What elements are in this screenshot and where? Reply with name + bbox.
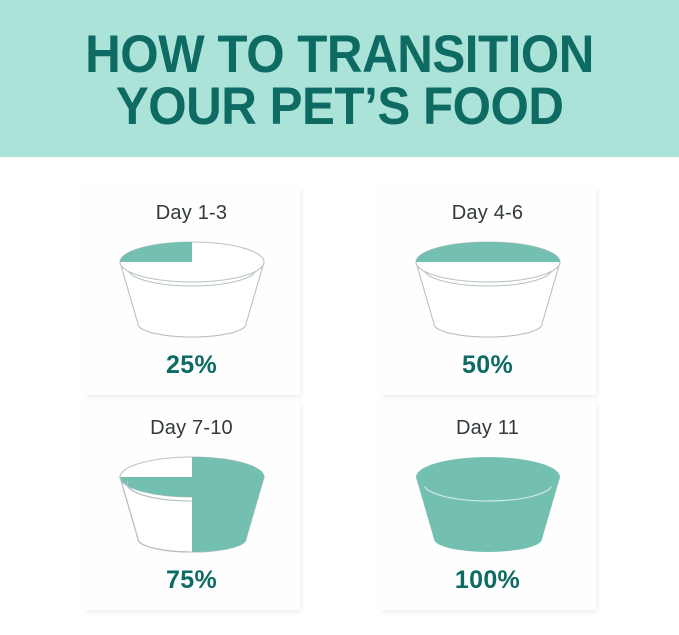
day-label: Day 7-10 <box>150 416 233 439</box>
transition-card-day-7-10: Day 7-10 <box>83 401 300 610</box>
transition-card-day-11: Day 11 100% <box>379 401 596 610</box>
bowl-illustration-50 <box>398 229 578 341</box>
day-label: Day 1-3 <box>155 201 228 224</box>
transition-card-day-1-3: Day 1-3 25% <box>83 186 300 395</box>
pet-food-bowl-50-icon <box>414 240 561 338</box>
transition-schedule-grid: Day 1-3 25% Day 4-6 <box>0 157 679 635</box>
bowl-illustration-100 <box>398 444 578 556</box>
page-title-line-1: HOW TO TRANSITION <box>85 24 594 84</box>
percent-label: 25% <box>166 350 217 379</box>
pet-food-bowl-100-icon <box>415 456 560 552</box>
bowl-illustration-25 <box>102 229 282 341</box>
percent-label: 75% <box>166 565 217 594</box>
pet-food-bowl-25-icon <box>118 240 265 338</box>
day-label: Day 4-6 <box>451 201 524 224</box>
bowl-illustration-75 <box>102 444 282 556</box>
percent-label: 50% <box>462 350 513 379</box>
header-banner: HOW TO TRANSITION YOUR PET’S FOOD <box>0 0 679 157</box>
transition-card-day-4-6: Day 4-6 50% <box>379 186 596 395</box>
percent-label: 100% <box>454 565 521 594</box>
page-title-line-2: YOUR PET’S FOOD <box>115 76 564 136</box>
day-label: Day 11 <box>455 416 520 439</box>
pet-food-bowl-75-icon <box>118 455 265 553</box>
